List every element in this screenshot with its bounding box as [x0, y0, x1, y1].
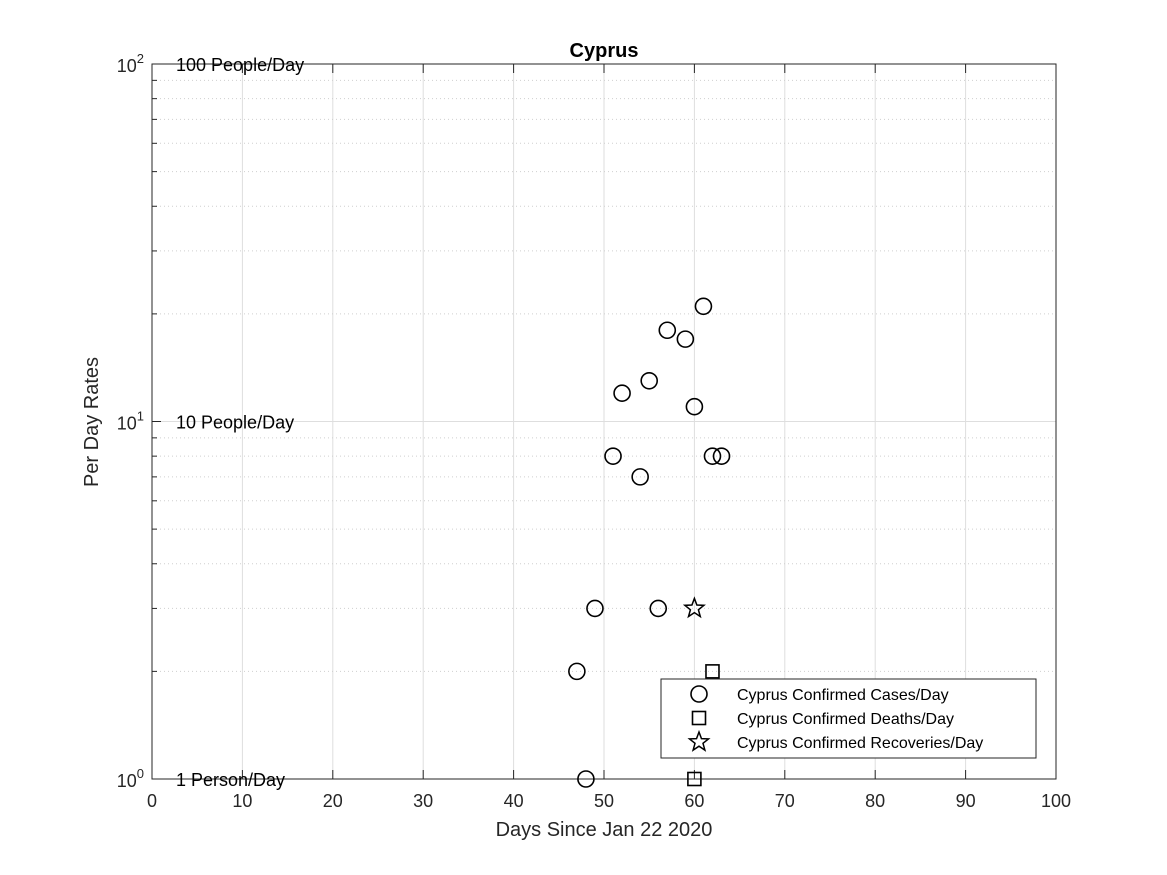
- annotation-label: 1 Person/Day: [176, 770, 285, 790]
- data-point-circle: [676, 330, 695, 348]
- y-tick-label: 101: [117, 409, 144, 434]
- y-tick-label: 100: [117, 766, 144, 791]
- x-tick-label: 10: [232, 791, 252, 811]
- data-point-circle: [712, 447, 731, 465]
- legend-label: Cyprus Confirmed Deaths/Day: [737, 711, 954, 728]
- legend-label: Cyprus Confirmed Recoveries/Day: [737, 735, 983, 752]
- x-tick-label: 90: [956, 791, 976, 811]
- annotation-label: 100 People/Day: [176, 55, 304, 75]
- data-point-circle: [631, 468, 649, 486]
- data-point-circle: [568, 662, 586, 681]
- data-point-circle: [703, 447, 722, 465]
- x-tick-label: 70: [775, 791, 795, 811]
- data-point-circle: [613, 384, 631, 402]
- y-tick-label: 102: [117, 51, 144, 76]
- data-point-circle: [604, 447, 622, 465]
- x-tick-label: 100: [1041, 791, 1071, 811]
- x-tick-label: 40: [504, 791, 524, 811]
- annotations: 100 People/Day 10 People/Day 1 Person/Day: [176, 55, 304, 790]
- axis-ticks: 0 10 20 30 40 50 60 70 80 90 100 100 101 102: [117, 51, 1071, 811]
- x-tick-label: 30: [413, 791, 433, 811]
- data-point-square: [687, 771, 702, 787]
- grid: [152, 64, 1056, 779]
- data-point-square: [705, 664, 720, 679]
- data-points: [568, 297, 731, 788]
- annotation-label: 10 People/Day: [176, 413, 294, 433]
- data-point-circle: [649, 599, 668, 618]
- x-tick-label: 0: [147, 791, 157, 811]
- data-point-circle: [640, 371, 659, 390]
- legend-box: [660, 678, 1037, 759]
- data-point-circle: [586, 599, 604, 618]
- data-point-circle: [694, 297, 713, 316]
- x-tick-label: 50: [594, 791, 614, 811]
- legend-label: Cyprus Confirmed Cases/Day: [737, 687, 949, 704]
- x-tick-label: 80: [865, 791, 885, 811]
- x-tick-label: 60: [684, 791, 704, 811]
- legend: Cyprus Confirmed Cases/Day Cyprus Confirm…: [660, 678, 1037, 759]
- legend-marker-star: [687, 729, 711, 752]
- x-axis-label: Days Since Jan 22 2020: [496, 819, 713, 841]
- x-tick-label: 20: [323, 791, 343, 811]
- data-point-circle: [577, 770, 595, 788]
- chart-title: Cyprus: [570, 40, 639, 62]
- legend-marker-circle: [690, 685, 708, 703]
- legend-marker-square: [691, 710, 707, 726]
- data-point-circle: [658, 321, 677, 340]
- data-point-star: [682, 596, 706, 619]
- data-point-circle: [685, 397, 704, 416]
- y-axis-label: Per Day Rates: [81, 357, 103, 487]
